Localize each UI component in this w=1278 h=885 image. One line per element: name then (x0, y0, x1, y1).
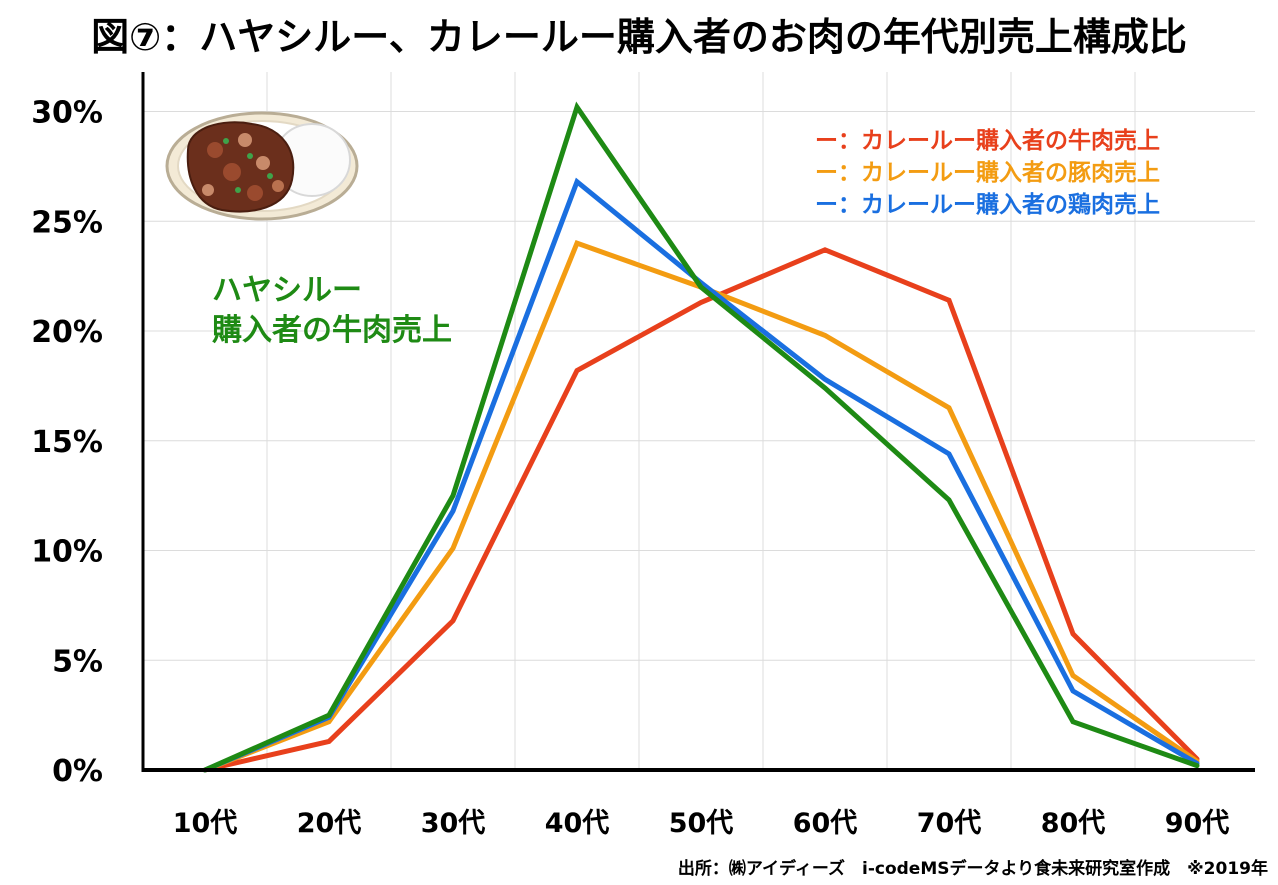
legend-item-beef: ー：カレールー購入者の牛肉売上 (815, 128, 1160, 154)
x-tick-label: 50代 (669, 808, 734, 839)
y-tick-label: 10% (31, 535, 103, 570)
y-tick-label: 25% (31, 205, 103, 240)
x-tick-label: 70代 (917, 808, 982, 839)
series-line-beef-hayashi (202, 101, 1200, 773)
y-tick-label: 15% (31, 425, 103, 460)
series-line-beef-curry (202, 247, 1200, 773)
x-tick-label: 90代 (1165, 808, 1230, 839)
x-tick-label: 30代 (421, 808, 486, 839)
y-tick-label: 20% (31, 315, 103, 350)
annotation-line-1: ハヤシルー (212, 273, 362, 308)
x-tick-label: 60代 (793, 808, 858, 839)
hayashi-rice-plate-icon (165, 111, 359, 221)
grid-lines (143, 72, 1255, 770)
series-lines (202, 101, 1200, 773)
chart-title: 図⑦：ハヤシルー、カレールー購入者のお肉の年代別売上構成比 (91, 15, 1187, 59)
y-tick-label: 30% (31, 96, 103, 131)
y-tick-label: 0% (52, 754, 103, 789)
x-tick-label: 80代 (1041, 808, 1106, 839)
x-tick-labels: 10代 20代 30代 40代 50代 60代 70代 80代 90代 (173, 808, 1230, 839)
legend-item-pork: ー：カレールー購入者の豚肉売上 (815, 160, 1160, 186)
source-note: 出所：㈱アイディーズ i-codeMSデータより食未来研究室作成 ※2019年 (678, 858, 1268, 879)
annotation-line-2: 購入者の牛肉売上 (212, 313, 452, 348)
y-tick-label: 5% (52, 644, 103, 679)
x-tick-label: 40代 (545, 808, 610, 839)
legend: ー：カレールー購入者の牛肉売上 ー：カレールー購入者の豚肉売上 ー：カレールー購… (815, 128, 1160, 218)
y-tick-labels: 0% 5% 10% 15% 20% 25% 30% (31, 96, 103, 790)
x-tick-label: 10代 (173, 808, 238, 839)
legend-item-chicken: ー：カレールー購入者の鶏肉売上 (815, 191, 1160, 218)
hayashi-annotation: ハヤシルー 購入者の牛肉売上 (212, 273, 452, 348)
x-tick-label: 20代 (297, 808, 362, 839)
